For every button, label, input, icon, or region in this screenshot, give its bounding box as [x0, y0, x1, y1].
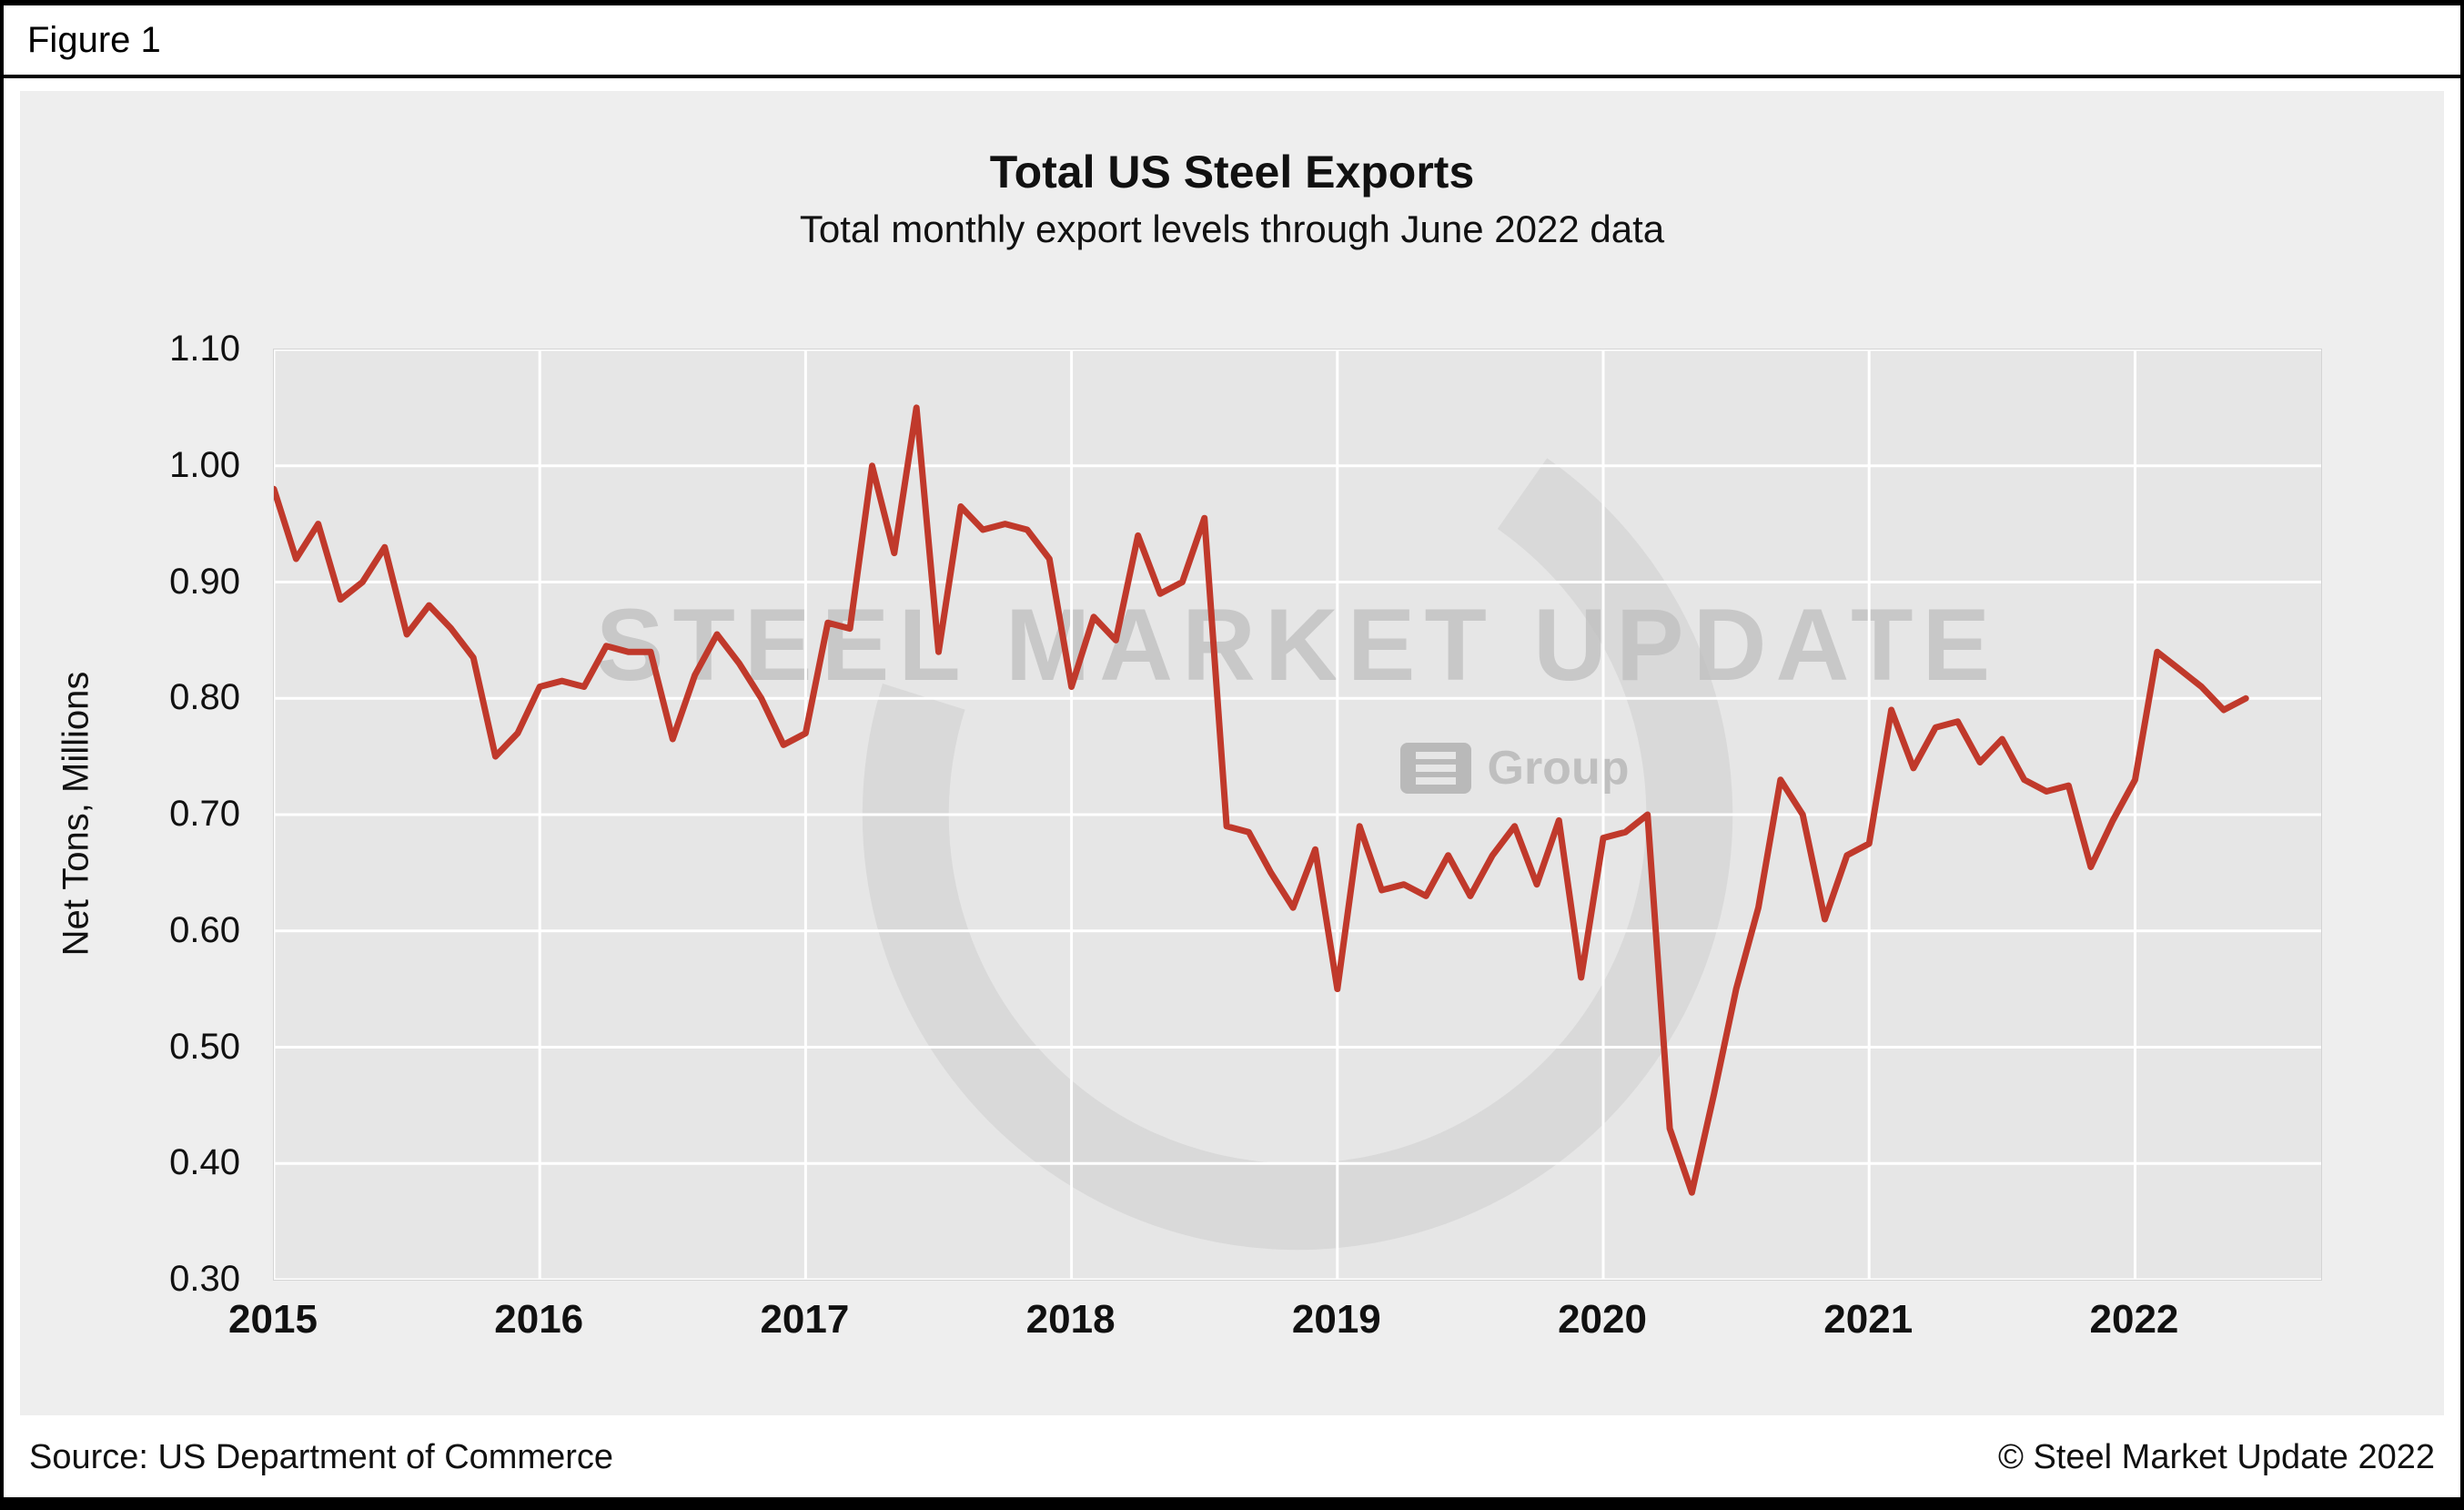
x-tick-label: 2021 — [1823, 1297, 1914, 1342]
x-tick-label: 2022 — [2089, 1297, 2179, 1342]
copyright-note: © Steel Market Update 2022 — [1997, 1438, 2435, 1476]
y-tick-label: 1.00 — [169, 444, 240, 485]
y-axis-ticks: 0.30 0.40 0.50 0.60 0.70 0.80 0.90 1.00 1.10 — [20, 329, 255, 1299]
y-tick-label: 0.70 — [169, 794, 240, 834]
chart-panel: Total US Steel Exports Total monthly exp… — [20, 91, 2444, 1415]
chart-title: Total US Steel Exports — [989, 147, 1475, 198]
y-tick-label: 0.50 — [169, 1026, 240, 1067]
x-tick-label: 2017 — [760, 1297, 850, 1342]
figure-label: Figure 1 — [27, 20, 161, 60]
plot-svg — [274, 350, 2321, 1280]
y-tick-label: 0.30 — [169, 1259, 240, 1299]
y-tick-label: 1.10 — [169, 329, 240, 369]
y-tick-label: 0.40 — [169, 1142, 240, 1183]
x-axis-ticks: 2015 2016 2017 2018 2019 2020 2021 2022 — [228, 1297, 2320, 1355]
x-tick-label: 2020 — [1558, 1297, 1647, 1342]
x-tick-label: 2019 — [1291, 1297, 1381, 1342]
plot-area: STEEL MARKET UPDATE Group — [273, 349, 2322, 1281]
chart-subtitle: Total monthly export levels through June… — [799, 208, 1665, 250]
y-tick-label: 0.90 — [169, 561, 240, 602]
x-tick-label: 2018 — [1025, 1297, 1116, 1342]
y-tick-label: 0.60 — [169, 909, 240, 950]
chart-frame: Total US Steel Exports Total monthly exp… — [4, 78, 2460, 1497]
figure-header: Figure 1 — [4, 5, 2460, 78]
x-tick-label: 2016 — [494, 1297, 584, 1342]
source-note: Source: US Department of Commerce — [29, 1438, 614, 1476]
x-tick-label: 2015 — [228, 1297, 318, 1342]
y-tick-label: 0.80 — [169, 677, 240, 718]
